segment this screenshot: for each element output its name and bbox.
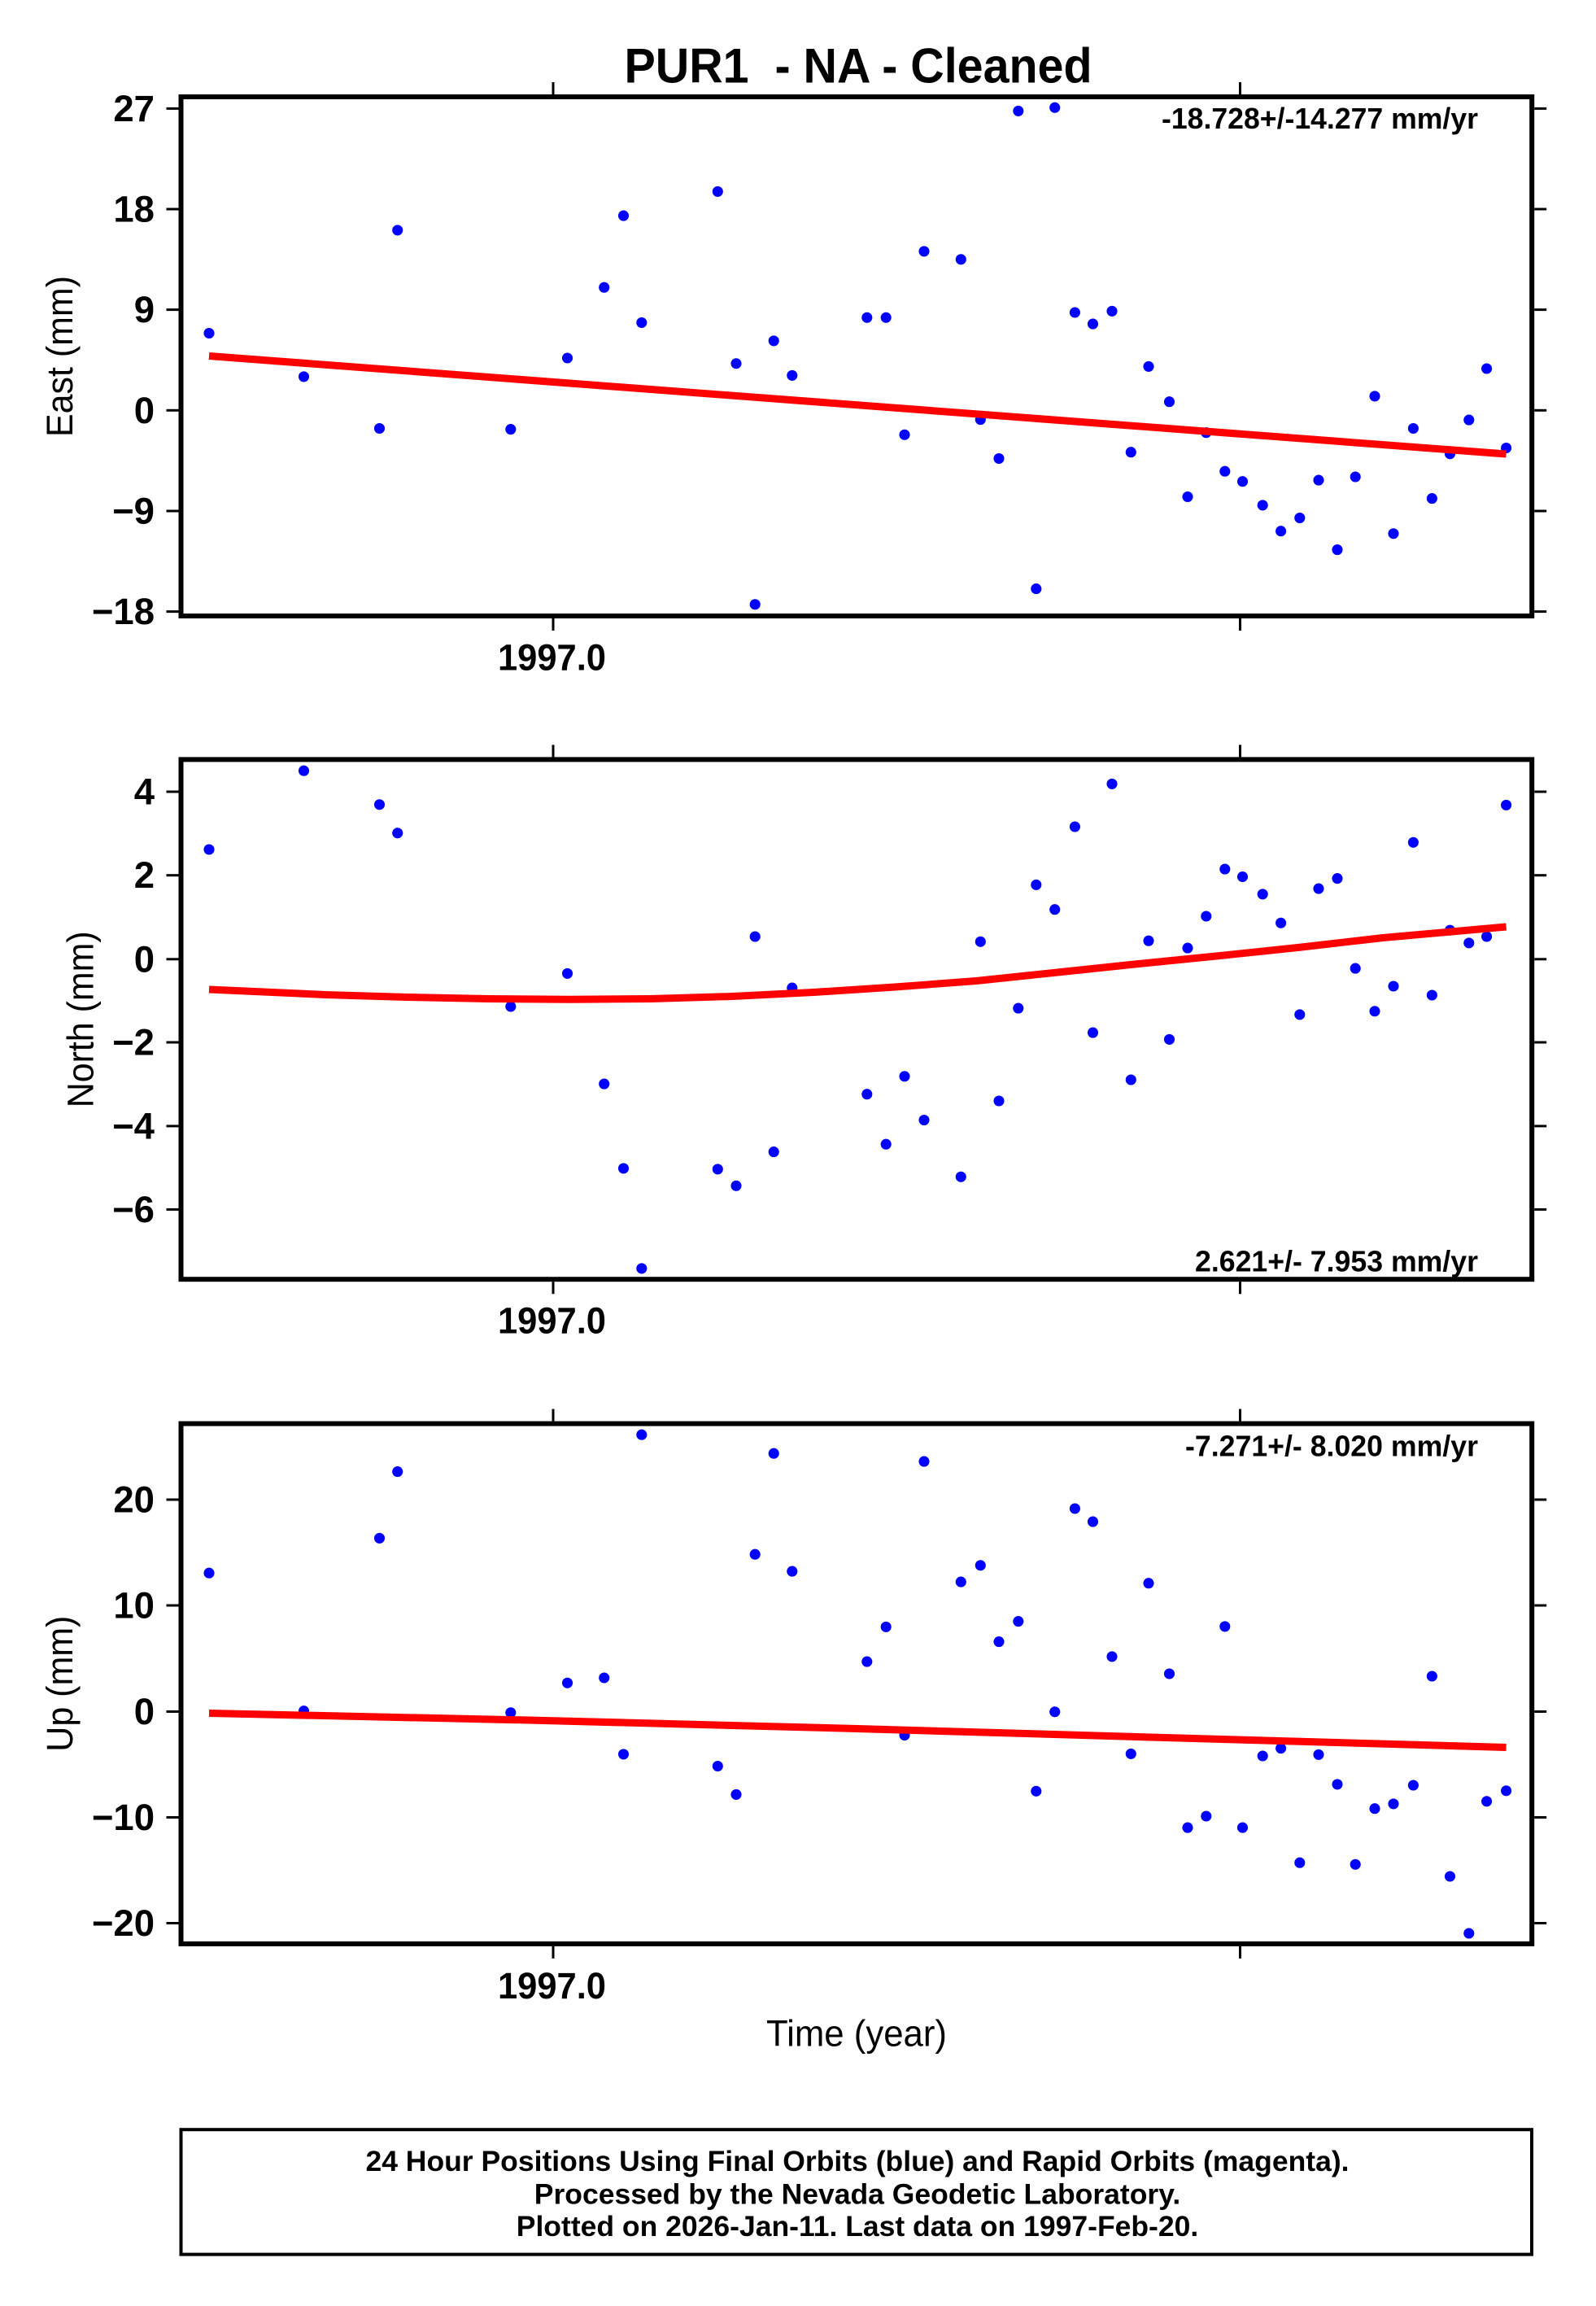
svg-text:-7.271+/- 8.020 mm/yr: -7.271+/- 8.020 mm/yr — [1185, 1430, 1478, 1463]
svg-text:24 Hour Positions Using Final: 24 Hour Positions Using Final Orbits (bl… — [365, 2145, 1349, 2177]
svg-text:10: 10 — [113, 1585, 155, 1627]
svg-text:−20: −20 — [92, 1902, 155, 1944]
svg-text:East (mm): East (mm) — [39, 276, 81, 437]
svg-text:1997.0: 1997.0 — [498, 1300, 606, 1342]
svg-text:-18.728+/-14.277 mm/yr: -18.728+/-14.277 mm/yr — [1162, 102, 1478, 135]
svg-text:0: 0 — [134, 390, 155, 431]
svg-text:−6: −6 — [112, 1189, 155, 1230]
svg-text:20: 20 — [113, 1479, 155, 1521]
svg-text:−9: −9 — [112, 491, 155, 532]
svg-text:Plotted on 2026-Jan-11. Last d: Plotted on 2026-Jan-11. Last data on 199… — [517, 2210, 1198, 2243]
svg-text:27: 27 — [113, 88, 155, 129]
svg-text:4: 4 — [134, 771, 155, 813]
svg-text:1997.0: 1997.0 — [498, 1965, 606, 2007]
svg-text:0: 0 — [134, 938, 155, 980]
svg-text:1997.0: 1997.0 — [498, 637, 606, 679]
svg-text:PUR1 - NA - Cleaned: PUR1 - NA - Cleaned — [625, 39, 1092, 94]
svg-text:18: 18 — [113, 189, 155, 230]
svg-text:2: 2 — [134, 854, 155, 896]
svg-text:9: 9 — [134, 289, 155, 330]
svg-text:Processed by the Nevada Geodet: Processed by the Nevada Geodetic Laborat… — [534, 2178, 1180, 2211]
svg-text:−2: −2 — [112, 1022, 155, 1063]
svg-text:Time (year): Time (year) — [766, 2013, 947, 2055]
svg-text:North (mm): North (mm) — [60, 931, 102, 1107]
svg-text:2.621+/- 7.953 mm/yr: 2.621+/- 7.953 mm/yr — [1195, 1245, 1478, 1278]
svg-text:Up (mm): Up (mm) — [39, 1616, 81, 1752]
svg-text:−4: −4 — [112, 1105, 155, 1146]
svg-text:−10: −10 — [92, 1797, 155, 1838]
svg-text:0: 0 — [134, 1691, 155, 1732]
svg-text:−18: −18 — [92, 591, 155, 632]
